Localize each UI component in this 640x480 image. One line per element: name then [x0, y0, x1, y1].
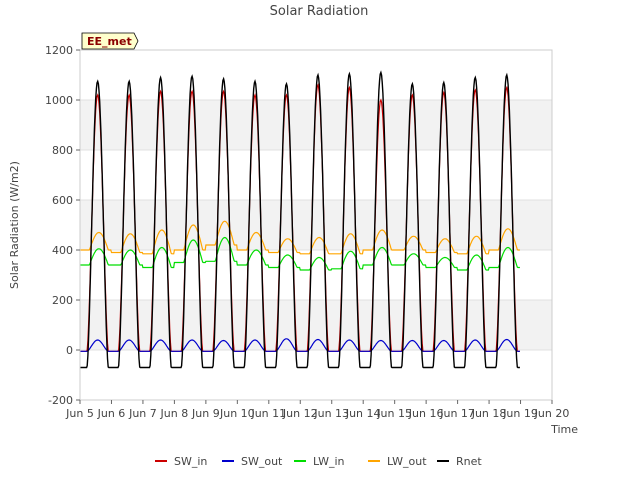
chart-title: Solar Radiation: [270, 4, 369, 19]
x-tick-label: Jun 14: [345, 407, 381, 420]
y-tick-label: 1200: [45, 44, 73, 57]
y-tick-label: 800: [52, 144, 73, 157]
y-axis-ticks: -200 0 200 400 600 800 1000 1200: [45, 44, 80, 407]
y-axis-label: Solar Radiation (W/m2): [8, 161, 21, 289]
x-tick-label: Jun 12: [282, 407, 318, 420]
y-tick-label: 0: [66, 344, 73, 357]
x-tick-label: Jun 10: [219, 407, 255, 420]
x-axis-label: Time: [550, 423, 578, 436]
legend-label-lw_in: LW_in: [313, 455, 345, 468]
x-tick-label: Jun 20: [534, 407, 570, 420]
x-tick-label: Jun 11: [250, 407, 286, 420]
plot-frame: [79, 49, 553, 401]
legend: SW_in SW_out LW_in LW_out Rnet: [155, 455, 482, 468]
x-tick-label: Jun 19: [502, 407, 538, 420]
legend-label-rnet: Rnet: [456, 455, 482, 468]
legend-label-lw_out: LW_out: [387, 455, 427, 468]
station-badge-label: EE_met: [87, 35, 132, 48]
x-tick-label: Jun 16: [408, 407, 444, 420]
y-tick-label: 600: [52, 194, 73, 207]
series-line-sw_out: [80, 338, 520, 352]
legend-label-sw_in: SW_in: [174, 455, 207, 468]
x-tick-label: Jun 6: [97, 407, 126, 420]
x-tick-label: Jun 7: [128, 407, 157, 420]
x-tick-label: Jun 8: [160, 407, 189, 420]
legend-label-sw_out: SW_out: [241, 455, 283, 468]
y-tick-label: 400: [52, 244, 73, 257]
series-layer: [80, 70, 520, 369]
y-tick-label: 200: [52, 294, 73, 307]
station-badge: EE_met: [81, 32, 139, 50]
x-tick-label: Jun 18: [471, 407, 507, 420]
x-tick-label: Jun 9: [191, 407, 220, 420]
x-tick-label: Jun 5: [65, 407, 94, 420]
station-badge-box: [81, 32, 139, 50]
series-line-rnet: [80, 70, 520, 369]
y-tick-label: -200: [48, 394, 73, 407]
x-tick-label: Jun 13: [313, 407, 349, 420]
plot-band: [80, 300, 552, 350]
x-tick-label: Jun 15: [376, 407, 412, 420]
y-tick-label: 1000: [45, 94, 73, 107]
x-tick-label: Jun 17: [439, 407, 475, 420]
plot-band: [80, 200, 552, 250]
